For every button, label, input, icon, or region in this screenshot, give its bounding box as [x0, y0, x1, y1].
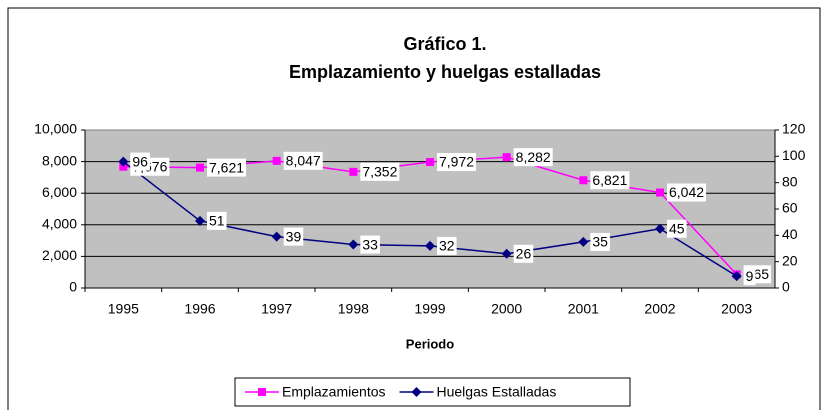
y-tick-label: 8,000	[42, 152, 77, 168]
data-label-bg	[667, 183, 707, 202]
data-label: 35	[592, 234, 608, 250]
data-point	[656, 188, 664, 197]
plot-area	[84, 129, 776, 289]
data-label: 9	[746, 268, 754, 284]
legend-label: Emplazamientos	[282, 384, 386, 400]
legend-marker	[411, 387, 422, 397]
y-tick-label: 6,000	[42, 184, 77, 200]
x-axis-label: Periodo	[406, 336, 454, 351]
x-tick-label: 2001	[568, 301, 599, 317]
data-label-bg	[437, 236, 457, 255]
data-label-bg	[743, 267, 756, 286]
y2-tick-label: 40	[782, 226, 798, 242]
data-label-bg	[590, 171, 630, 190]
data-point	[731, 271, 742, 282]
data-label-bg	[360, 235, 380, 254]
x-tick-label: 1995	[108, 301, 139, 317]
data-point	[196, 163, 204, 172]
data-point	[118, 156, 129, 167]
data-label: 32	[439, 238, 455, 254]
data-label: 8,047	[286, 153, 321, 169]
data-label-bg	[283, 227, 304, 246]
data-point	[348, 239, 359, 250]
x-tick-label: 1999	[414, 301, 445, 317]
data-label-bg	[207, 211, 227, 230]
data-label: 8,282	[516, 149, 551, 165]
data-label: 6,821	[592, 172, 627, 188]
y-tick-label: 10,000	[34, 121, 77, 137]
data-label: 96	[132, 153, 148, 169]
data-label: 7,352	[362, 164, 397, 180]
data-point	[502, 153, 511, 162]
data-point	[119, 162, 128, 171]
y2-tick-label: 60	[782, 200, 798, 216]
chart-subtitle: Emplazamiento y huelgas estalladas	[289, 62, 601, 82]
data-label-bg	[207, 158, 247, 177]
data-label: 7,621	[209, 159, 244, 175]
data-point	[655, 223, 665, 234]
y-tick-label: 0	[69, 279, 77, 295]
x-tick-label: 1996	[184, 301, 215, 317]
data-point	[425, 240, 435, 251]
data-label: 39	[286, 228, 302, 244]
data-label-bg	[667, 219, 687, 238]
data-label: 7,972	[439, 154, 474, 170]
chart-title: Gráfico 1.	[403, 34, 486, 54]
data-point	[271, 231, 282, 242]
x-tick-label: 2002	[644, 301, 675, 317]
data-point	[272, 156, 281, 165]
data-label: 51	[209, 213, 225, 229]
data-label: 33	[362, 236, 378, 252]
x-tick-label: 2000	[491, 301, 522, 317]
data-point	[349, 167, 358, 176]
y2-tick-label: 0	[782, 279, 790, 295]
x-tick-label: 2003	[721, 301, 752, 317]
data-point	[501, 248, 512, 259]
y2-tick-label: 80	[782, 173, 798, 189]
data-label-bg	[590, 232, 610, 251]
data-label-bg	[513, 244, 534, 263]
data-label: 6,042	[669, 184, 704, 200]
data-label: 45	[669, 220, 685, 236]
data-point	[195, 215, 205, 226]
y-tick-label: 4,000	[42, 216, 77, 232]
data-label-bg	[437, 153, 477, 172]
data-label-bg	[360, 162, 400, 181]
y-tick-label: 2,000	[42, 247, 77, 263]
data-point	[426, 158, 434, 167]
x-tick-label: 1998	[338, 301, 369, 317]
data-point	[579, 176, 588, 185]
data-label-bg	[513, 148, 553, 167]
legend-marker	[258, 388, 266, 396]
legend-label: Huelgas Estalladas	[437, 384, 557, 400]
data-label: 26	[516, 245, 532, 261]
data-point	[578, 236, 589, 247]
x-tick-label: 1997	[261, 301, 292, 317]
y2-tick-label: 20	[782, 252, 798, 268]
data-label-bg	[130, 152, 150, 171]
y2-tick-label: 100	[782, 147, 806, 163]
y2-tick-label: 120	[782, 121, 806, 137]
data-label-bg	[283, 151, 323, 170]
